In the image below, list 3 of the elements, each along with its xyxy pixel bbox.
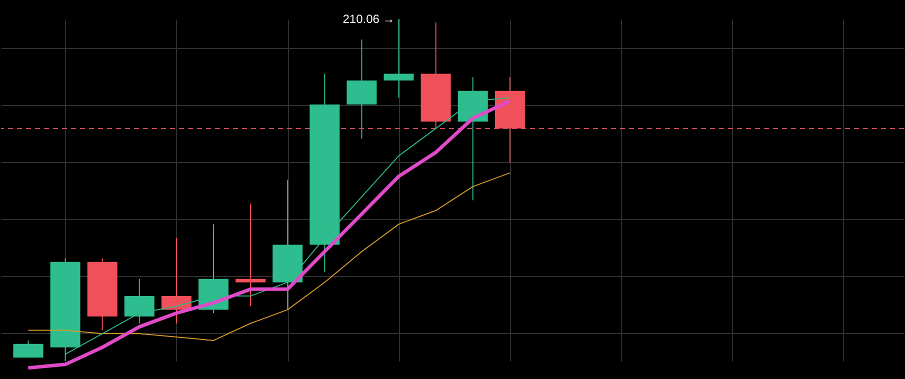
candlestick [384, 18, 414, 98]
candlestick [236, 203, 266, 307]
annotation: 210.06 → [342, 12, 395, 26]
